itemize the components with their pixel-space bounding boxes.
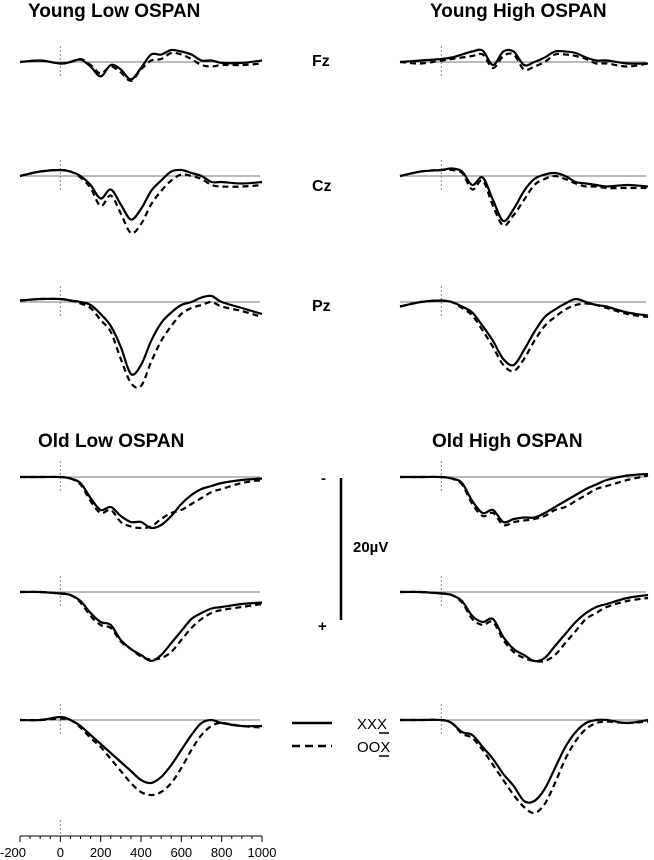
panel-young-high-ospan-cz — [399, 160, 649, 227]
series-xxx-old-low-ospan-pz — [19, 715, 263, 785]
title-old-high-ospan: Old High OSPAN — [432, 431, 583, 452]
series-xxx-old-low-ospan-fz — [20, 475, 263, 530]
time-axis-tick-label: 400 — [130, 845, 152, 860]
series-oox-old-high-ospan-pz — [400, 718, 649, 815]
title-old-low-ospan: Old Low OSPAN — [38, 431, 184, 452]
series-xxx-old-high-ospan-pz — [400, 718, 649, 804]
series-oox-young-low-ospan-cz — [19, 168, 263, 235]
panel-old-high-ospan-cz — [399, 576, 649, 663]
series-oox-old-low-ospan-pz — [19, 717, 263, 797]
scale-bar-positive-sign: + — [318, 618, 327, 635]
series-xxx-young-high-ospan-fz — [399, 48, 649, 67]
legend: XXX OOX — [292, 716, 390, 757]
legend-label-oox: OOX — [357, 739, 390, 756]
time-axis-tick-label: -200 — [0, 845, 26, 860]
time-axis-tick-label: 200 — [90, 845, 112, 860]
scale-bar-negative-sign: - — [321, 470, 326, 487]
panel-young-low-ospan-fz — [19, 46, 263, 82]
series-oox-old-high-ospan-fz — [400, 474, 649, 527]
series-oox-young-low-ospan-pz — [19, 297, 263, 389]
series-xxx-old-high-ospan-fz — [400, 472, 649, 524]
voltage-scale-bar: - + 20µV — [318, 470, 388, 635]
electrode-label-cz: Cz — [312, 178, 332, 195]
series-oox-young-high-ospan-cz — [399, 168, 648, 227]
time-axis: -200 0 200 400 600 800 1000 — [0, 820, 276, 860]
panel-old-high-ospan-fz — [400, 461, 649, 527]
time-axis-tick-label: 600 — [170, 845, 192, 860]
panel-young-high-ospan-pz — [399, 286, 649, 373]
time-axis-tick-label: 1000 — [248, 845, 277, 860]
electrode-label-fz: Fz — [312, 53, 330, 70]
series-oox-young-high-ospan-fz — [399, 52, 649, 72]
panel-young-low-ospan-cz — [19, 160, 263, 235]
title-young-high-ospan: Young High OSPAN — [430, 1, 607, 22]
series-xxx-young-low-ospan-cz — [19, 168, 263, 221]
series-xxx-young-high-ospan-cz — [399, 167, 649, 223]
panel-old-low-ospan-pz — [19, 704, 263, 797]
time-axis-tick-label: 0 — [57, 845, 64, 860]
panel-old-low-ospan-fz — [20, 461, 263, 530]
scale-bar-value: 20µV — [353, 539, 388, 556]
series-xxx-old-low-ospan-cz — [19, 590, 263, 663]
erp-panels — [19, 46, 649, 815]
time-axis-tick-label: 800 — [211, 845, 233, 860]
series-oox-old-low-ospan-cz — [19, 590, 263, 661]
panel-young-high-ospan-fz — [399, 46, 649, 78]
series-xxx-young-high-ospan-pz — [399, 297, 649, 367]
legend-label-xxx: XXX — [357, 716, 387, 733]
title-young-low-ospan: Young Low OSPAN — [28, 1, 200, 22]
series-oox-young-high-ospan-pz — [399, 299, 649, 373]
panel-old-low-ospan-cz — [19, 576, 263, 663]
electrode-label-pz: Pz — [312, 298, 331, 315]
panel-young-low-ospan-pz — [19, 286, 263, 389]
series-oox-old-high-ospan-cz — [399, 590, 649, 663]
panel-old-high-ospan-pz — [400, 704, 649, 815]
series-xxx-old-high-ospan-cz — [399, 590, 649, 663]
series-oox-young-low-ospan-fz — [19, 51, 263, 82]
series-oox-old-low-ospan-fz — [20, 475, 263, 530]
